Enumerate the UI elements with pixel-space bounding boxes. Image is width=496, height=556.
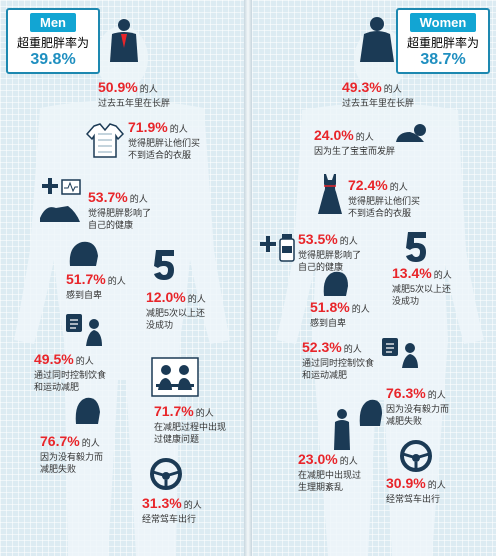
woman-figure-icon	[360, 17, 394, 62]
men-stat-4: 12.0% 的人 减肥5次以上还 没成功	[146, 289, 206, 330]
men-stat-3: 51.7% 的人 感到自卑	[66, 271, 126, 300]
women-obesity-badge: Women 超重肥胖率为 38.7%	[396, 8, 490, 74]
baby-icon	[396, 124, 426, 142]
men-tag: Men	[30, 13, 76, 32]
man-suit-icon	[110, 19, 138, 62]
women-stat-8: 23.0% 的人 在减肥中出现过 生理期紊乱	[298, 451, 362, 492]
women-stat-5: 51.8% 的人 感到自卑	[310, 299, 370, 328]
sad-head-icon	[69, 241, 98, 266]
men-stat-0: 50.9% 的人 过去五年里在长胖	[98, 79, 171, 108]
dress-icon	[318, 174, 342, 214]
men-stat-1: 71.9% 的人 觉得肥胖让他们买 不到适合的衣服	[128, 119, 201, 160]
men-stat-5: 49.5% 的人 通过同时控制饮食 和运动减肥	[34, 351, 107, 392]
women-stat-7: 76.3% 的人 因为没有毅力而 减肥失败	[386, 385, 450, 426]
men-stat-8: 31.3% 的人 经常驾车出行	[142, 495, 202, 524]
doctor-visit-icon	[151, 357, 199, 397]
men-stat-6: 71.7% 的人 在减肥过程中出现 过健康问题	[154, 403, 227, 444]
men-rate-label: 超重肥胖率为	[16, 36, 89, 50]
women-rate-label: 超重肥胖率为	[406, 36, 479, 50]
cramp-icon	[334, 409, 350, 450]
page-spine	[244, 0, 252, 556]
diet-exercise-icon	[66, 314, 102, 346]
steering-wheel-icon	[150, 458, 182, 490]
health-monitor-icon	[40, 178, 81, 222]
diet-exercise-icon	[382, 338, 418, 368]
women-rate-value: 38.7%	[420, 51, 466, 68]
men-rate-value: 39.8%	[30, 51, 76, 68]
tired-person-icon	[75, 397, 100, 424]
number-five-icon	[406, 232, 426, 262]
women-stat-0: 49.3% 的人 过去五年里在长胖	[342, 79, 415, 108]
sad-head-icon	[323, 271, 348, 296]
steering-wheel-icon	[400, 440, 432, 472]
men-stat-2: 53.7% 的人 觉得肥胖影响了 自己的健康	[88, 189, 152, 230]
shirt-icon	[86, 123, 124, 158]
women-stat-3: 53.5% 的人 觉得肥胖影响了 自己的健康	[298, 231, 362, 272]
women-stat-4: 13.4% 的人 减肥5次以上还 没成功	[392, 265, 452, 306]
medicine-bottle-icon	[260, 234, 295, 262]
men-stat-7: 76.7% 的人 因为没有毅力而 减肥失败	[40, 433, 104, 474]
number-five-icon	[154, 250, 174, 280]
men-panel: Men 超重肥胖率为 39.8% 50.9% 的人 过去五年里在长胖 71.9% 的…	[0, 0, 244, 556]
women-stat-6: 52.3% 的人 通过同时控制饮食 和运动减肥	[302, 339, 375, 380]
women-tag: Women	[409, 13, 477, 32]
women-panel: Women 超重肥胖率为 38.7% 49.3% 的人 过去五年里在长胖 24.0…	[252, 0, 496, 556]
women-stat-1: 24.0% 的人 因为生了宝宝而发胖	[314, 127, 396, 156]
women-stat-2: 72.4% 的人 觉得肥胖让他们买 不到适合的衣服	[348, 177, 421, 218]
tired-person-icon	[359, 399, 382, 426]
women-stat-9: 30.9% 的人 经常驾车出行	[386, 475, 446, 504]
men-obesity-badge: Men 超重肥胖率为 39.8%	[6, 8, 100, 74]
